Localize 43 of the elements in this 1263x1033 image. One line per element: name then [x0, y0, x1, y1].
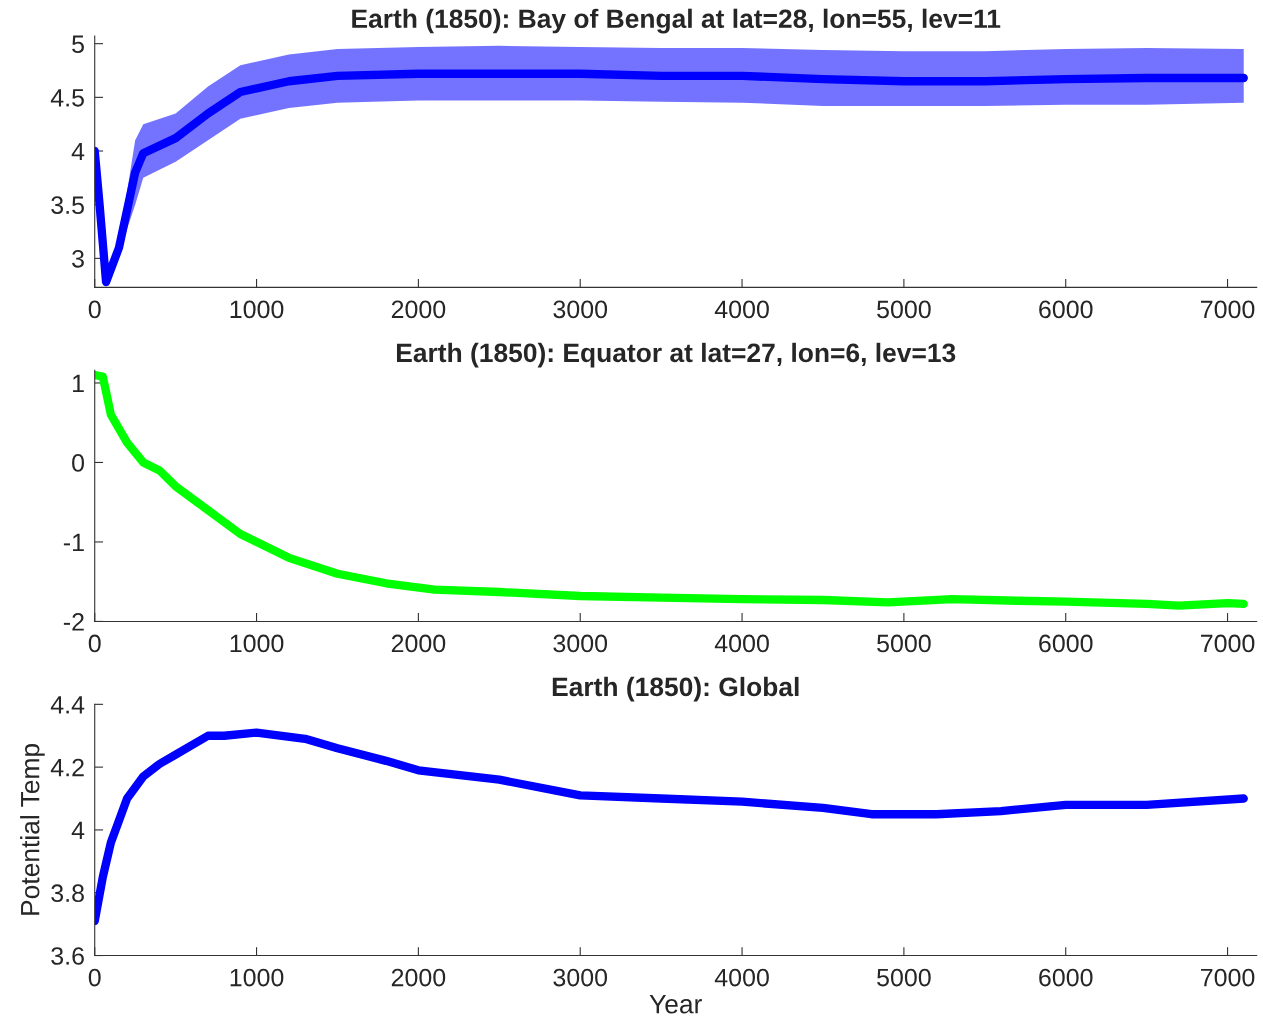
- x-tick-label: 2000: [391, 968, 446, 987]
- y-tick-label: 1: [73, 374, 84, 393]
- y-tick-label: 4.2: [50, 758, 84, 777]
- x-tick-label: 2000: [391, 300, 446, 319]
- x-tick-label: 6000: [1039, 634, 1093, 653]
- x-tick-label: 6000: [1039, 300, 1093, 319]
- x-tick-label: 0: [88, 634, 101, 653]
- y-tick-label: 4: [71, 821, 85, 839]
- chart-title: Earth (1850): Equator at lat=27, lon=6, lev=13: [396, 342, 956, 368]
- chart-title: Earth (1850): Global: [552, 676, 799, 702]
- y-tick-label: 3.5: [51, 196, 84, 214]
- x-tick-label: 5000: [877, 300, 931, 319]
- x-tick-label: 1000: [230, 968, 284, 987]
- y-tick-label: 4: [71, 142, 85, 161]
- x-axis-title: Year: [649, 995, 702, 1014]
- y-tick-label: -1: [63, 533, 84, 551]
- x-tick-label: 7000: [1201, 634, 1255, 653]
- chart-title: Earth (1850): Bay of Bengal at lat=28, lon=55, lev=11: [352, 8, 1001, 34]
- x-tick-label: 7000: [1201, 300, 1255, 319]
- y-tick-label: -2: [63, 613, 84, 631]
- y-axis-title: Potential Temp: [20, 743, 45, 915]
- x-tick-label: 0: [88, 968, 101, 987]
- x-tick-label: 4000: [714, 968, 769, 987]
- x-tick-label: 7000: [1201, 968, 1255, 987]
- x-tick-label: 2000: [391, 634, 446, 653]
- x-tick-label: 4000: [714, 634, 769, 653]
- x-tick-label: 1000: [230, 634, 284, 653]
- x-tick-label: 6000: [1039, 968, 1093, 987]
- x-tick-label: 0: [88, 300, 101, 319]
- y-tick-label: 3.8: [51, 884, 84, 903]
- x-tick-label: 1000: [230, 300, 284, 319]
- y-tick-label: 3.6: [51, 947, 84, 965]
- y-tick-label: 4.5: [50, 89, 84, 107]
- y-tick-label: 0: [72, 454, 85, 472]
- x-tick-label: 3000: [553, 968, 608, 987]
- x-tick-label: 4000: [714, 300, 769, 319]
- y-tick-label: 5: [72, 35, 84, 53]
- y-tick-label: 4.4: [50, 696, 85, 714]
- x-tick-label: 3000: [553, 634, 608, 653]
- y-tick-label: 3: [72, 249, 84, 268]
- x-tick-label: 3000: [553, 300, 608, 319]
- x-tick-label: 5000: [877, 968, 931, 987]
- x-tick-label: 5000: [877, 634, 931, 653]
